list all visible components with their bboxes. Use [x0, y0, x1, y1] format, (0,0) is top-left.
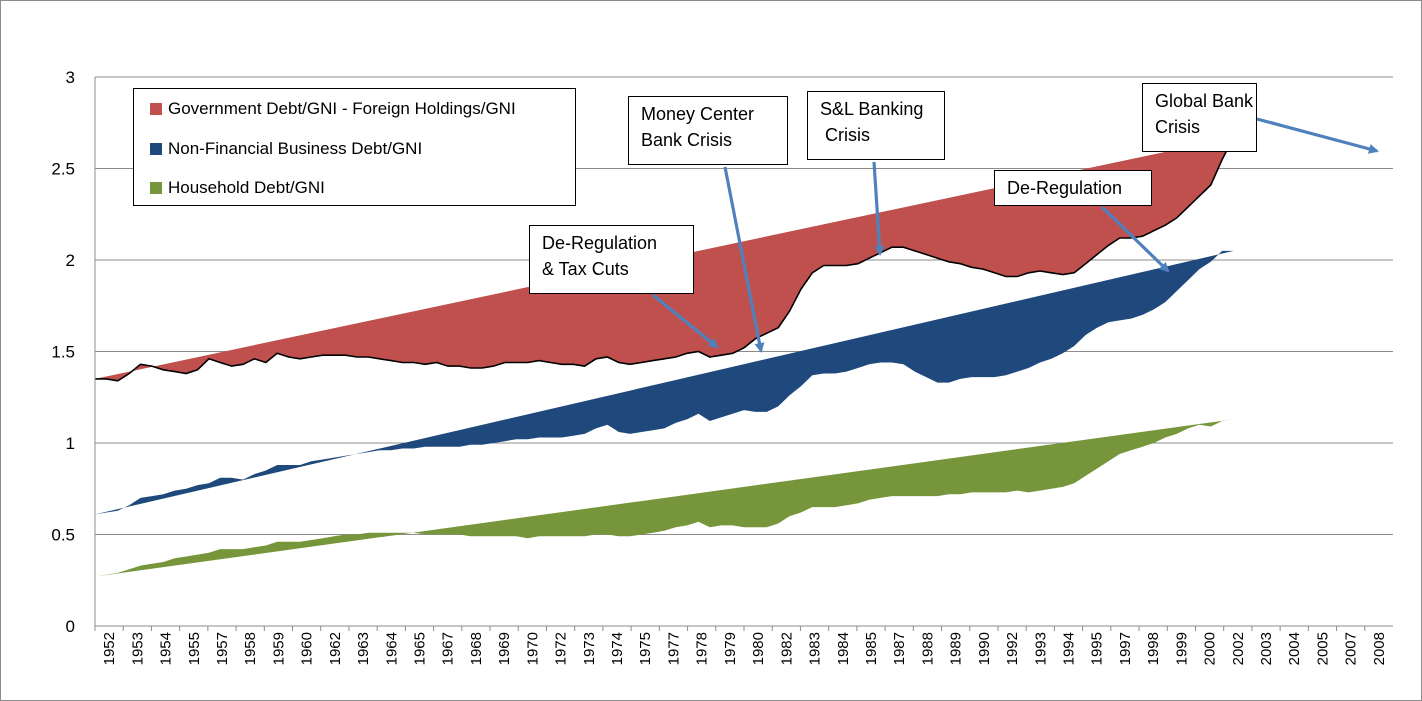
x-tick-label: 1982	[778, 632, 795, 665]
annotation-arrow-0	[651, 293, 719, 349]
annotation-global-bank-crisis: Global Bank Crisis	[1142, 83, 1257, 152]
x-tick-label: 2003	[1258, 632, 1275, 665]
x-tick-label: 1985	[863, 632, 880, 665]
x-tick-label: 2000	[1202, 632, 1219, 665]
x-tick-label: 1997	[1117, 632, 1134, 665]
x-tick-label: 1993	[1032, 632, 1049, 665]
x-tick-label: 2008	[1371, 632, 1388, 665]
annotation-deregulation: De-Regulation	[994, 170, 1152, 206]
x-tick-label: 1987	[891, 632, 908, 665]
x-tick-label: 1977	[665, 632, 682, 665]
x-tick-label: 1992	[1004, 632, 1021, 665]
x-tick-label: 1968	[468, 632, 485, 665]
legend-label-household: Household Debt/GNI	[168, 178, 325, 197]
x-tick-label: 2007	[1343, 632, 1360, 665]
annotation-arrow-2	[872, 161, 885, 256]
x-tick-label: 1969	[496, 632, 513, 665]
annotation-arrow-4	[1256, 117, 1379, 154]
x-tick-label: 1955	[186, 632, 203, 665]
x-tick-label: 1964	[383, 632, 400, 665]
legend-label-business: Non-Financial Business Debt/GNI	[168, 139, 423, 158]
x-tick-label: 1962	[327, 632, 344, 665]
x-tick-label: 1953	[129, 632, 146, 665]
x-tick-label: 1988	[919, 632, 936, 665]
y-tick-label: 3	[66, 68, 75, 87]
y-tick-label: 1	[66, 434, 75, 453]
x-tick-label: 1989	[948, 632, 965, 665]
x-tick-label: 1952	[101, 632, 118, 665]
x-tick-label: 1959	[270, 632, 287, 665]
x-tick-label: 1980	[750, 632, 767, 665]
x-tick-label: 1975	[637, 632, 654, 665]
x-tick-label: 1994	[1061, 632, 1078, 665]
area-series-0	[95, 419, 1234, 577]
x-tick-label: 1960	[299, 632, 316, 665]
x-tick-label: 1963	[355, 632, 372, 665]
y-tick-label: 1.5	[51, 343, 75, 362]
x-tick-label: 1974	[609, 632, 626, 665]
legend-swatch-household	[150, 182, 162, 194]
x-tick-label: 1995	[1089, 632, 1106, 665]
legend-swatch-government	[150, 103, 162, 115]
legend-item-business: Non-Financial Business Debt/GNI	[150, 138, 422, 160]
x-tick-label: 1984	[835, 632, 852, 665]
x-tick-label: 2002	[1230, 632, 1247, 665]
x-tick-label: 2005	[1314, 632, 1331, 665]
x-tick-label: 1973	[581, 632, 598, 665]
y-tick-label: 2	[66, 251, 75, 270]
x-tick-label: 1958	[242, 632, 259, 665]
annotation-arrow-1	[723, 166, 765, 353]
x-tick-label: 1965	[412, 632, 429, 665]
y-tick-label: 2.5	[51, 160, 75, 179]
legend-item-government: Government Debt/GNI - Foreign Holdings/G…	[150, 98, 516, 120]
x-tick-label: 1954	[158, 632, 175, 665]
legend-swatch-business	[150, 143, 162, 155]
legend-item-household: Household Debt/GNI	[150, 177, 325, 199]
x-tick-label: 1983	[807, 632, 824, 665]
total-outline-line	[95, 137, 1235, 382]
x-tick-label: 1999	[1173, 632, 1190, 665]
y-tick-label: 0	[66, 617, 75, 636]
annotation-arrow-3	[1100, 205, 1170, 273]
x-tick-label: 1990	[976, 632, 993, 665]
x-tick-label: 1972	[553, 632, 570, 665]
x-tick-label: 1998	[1145, 632, 1162, 665]
x-tick-label: 1979	[722, 632, 739, 665]
annotation-deregulation-tax-cuts: De-Regulation & Tax Cuts	[529, 225, 694, 294]
x-tick-label: 1978	[694, 632, 711, 665]
x-tick-label: 1957	[214, 632, 231, 665]
y-tick-label: 0.5	[51, 526, 75, 545]
annotation-sl-banking-crisis: S&L Banking Crisis	[807, 91, 945, 160]
x-tick-label: 1967	[440, 632, 457, 665]
x-tick-label: 1970	[524, 632, 541, 665]
legend-label-government: Government Debt/GNI - Foreign Holdings/G…	[168, 99, 516, 118]
area-series-1	[95, 250, 1234, 515]
annotation-money-center-bank-crisis: Money Center Bank Crisis	[628, 96, 788, 165]
x-tick-label: 2004	[1286, 632, 1303, 665]
legend: Government Debt/GNI - Foreign Holdings/G…	[133, 88, 576, 206]
